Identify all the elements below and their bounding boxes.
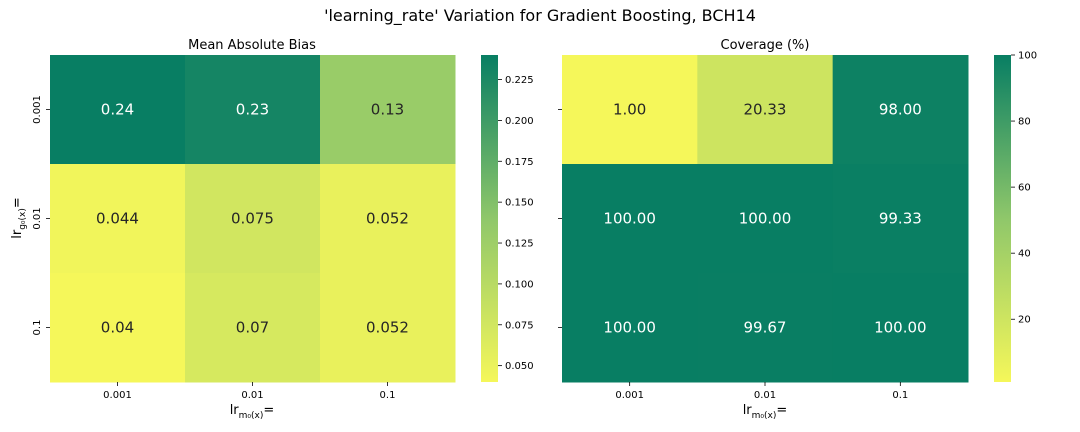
x-tick-label: 0.001 xyxy=(103,390,132,401)
heatmap-cell xyxy=(185,164,321,274)
colorbar-ticks-coverage: 20 40 60 80 100 xyxy=(1011,51,1037,326)
heatmap-cell xyxy=(185,273,321,383)
colorbar-tick-label: 0.175 xyxy=(505,157,534,168)
cell-annotation: 1.00 xyxy=(613,101,646,119)
cell-annotation: 99.33 xyxy=(879,210,922,228)
heatmap-cell xyxy=(562,164,698,274)
y-axis-label-sub: g₀(x) xyxy=(18,208,28,230)
cell-annotation: 100.00 xyxy=(603,319,656,337)
colorbar-coverage xyxy=(994,55,1011,382)
colorbar-tick-label: 0.225 xyxy=(505,75,534,86)
x-axis-label-coverage: lrm₀(x)= xyxy=(743,403,788,421)
cell-annotation: 0.052 xyxy=(366,210,409,228)
x-axis-label-suffix: = xyxy=(263,403,274,418)
y-tick-label: 0.01 xyxy=(32,207,43,229)
cell-annotation: 99.67 xyxy=(744,319,787,337)
y-ticks-coverage xyxy=(558,109,562,328)
heatmap-coverage: Coverage (%) 1.00 20.33 98.00 100.00 100.00 9… xyxy=(558,38,1037,421)
cell-annotation: 0.23 xyxy=(236,101,269,119)
colorbar-tick-label: 40 xyxy=(1018,249,1031,260)
colorbar-tick-label: 0.125 xyxy=(505,239,534,250)
cell-annotation: 0.24 xyxy=(101,101,134,119)
heatmap-mean-absolute-bias: Mean Absolute Bias 0.24 0.23 0.13 0.044 0.07… xyxy=(32,38,534,421)
cell-annotation: 0.075 xyxy=(231,210,274,228)
heatmap-cell xyxy=(697,164,834,274)
heatmap-cell xyxy=(832,273,969,383)
cell-annotation: 0.07 xyxy=(236,319,269,337)
x-axis-label-main: lr xyxy=(743,403,753,418)
cell-annotation: 100.00 xyxy=(874,319,927,337)
heatmap-cell xyxy=(185,55,321,165)
heatmap-cell xyxy=(50,164,186,274)
x-tick-label: 0.001 xyxy=(615,390,644,401)
cell-annotation: 100.00 xyxy=(603,210,656,228)
heatmap-cell xyxy=(697,273,834,383)
heatmap-cells-coverage: 1.00 20.33 98.00 100.00 100.00 99.33 100.00 99.… xyxy=(562,55,969,383)
y-axis-label: lrg₀(x)= xyxy=(10,197,28,239)
colorbar-tick-label: 0.075 xyxy=(505,320,534,331)
panel-title-bias: Mean Absolute Bias xyxy=(188,38,316,53)
heatmap-cell xyxy=(562,55,698,165)
cell-annotation: 20.33 xyxy=(744,101,787,119)
heatmap-cell xyxy=(562,273,698,383)
heatmap-cell xyxy=(320,273,456,383)
y-tick-label: 0.1 xyxy=(32,320,43,336)
colorbar-tick-label: 0.050 xyxy=(505,361,534,372)
heatmap-cell xyxy=(832,55,969,165)
panel-title-coverage: Coverage (%) xyxy=(721,38,810,53)
x-ticks-bias: 0.001 0.01 0.1 xyxy=(103,382,395,401)
x-tick-label: 0.1 xyxy=(892,390,908,401)
cell-annotation: 100.00 xyxy=(739,210,792,228)
x-tick-label: 0.1 xyxy=(380,390,396,401)
heatmap-cell xyxy=(320,164,456,274)
x-tick-label: 0.01 xyxy=(754,390,776,401)
cell-annotation: 0.04 xyxy=(101,319,134,337)
colorbar-tick-label: 20 xyxy=(1018,315,1031,326)
x-axis-label-bias: lrm₀(x)= xyxy=(230,403,275,421)
x-ticks-coverage: 0.001 0.01 0.1 xyxy=(615,382,908,401)
figure-title: 'learning_rate' Variation for Gradient B… xyxy=(324,6,756,26)
heatmap-cell xyxy=(50,273,186,383)
colorbar-tick-label: 80 xyxy=(1018,117,1031,128)
y-tick-label: 0.001 xyxy=(32,95,43,124)
colorbar-tick-label: 0.200 xyxy=(505,116,534,127)
heatmap-cell xyxy=(320,55,456,165)
cell-annotation: 0.052 xyxy=(366,319,409,337)
colorbar-tick-label: 0.100 xyxy=(505,279,534,290)
x-tick-label: 0.01 xyxy=(241,390,263,401)
y-axis-label-main: lr xyxy=(10,229,25,239)
cell-annotation: 0.13 xyxy=(371,101,404,119)
cell-annotation: 98.00 xyxy=(879,101,922,119)
x-axis-label-sub: m₀(x) xyxy=(239,411,264,421)
y-axis-label-suffix: = xyxy=(10,197,25,208)
x-axis-label-main: lr xyxy=(230,403,240,418)
colorbar-tick-label: 0.150 xyxy=(505,198,534,209)
y-ticks-bias: 0.001 0.01 0.1 xyxy=(32,95,50,335)
x-axis-label-suffix: = xyxy=(776,403,787,418)
heatmap-cell xyxy=(50,55,186,165)
colorbar-tick-label: 60 xyxy=(1018,183,1031,194)
x-axis-label-sub: m₀(x) xyxy=(752,411,777,421)
colorbar-ticks-bias: 0.050 0.075 0.100 0.125 0.150 0.175 0.200 0.225 xyxy=(498,75,534,372)
heatmap-cell xyxy=(697,55,834,165)
cell-annotation: 0.044 xyxy=(96,210,139,228)
colorbar-bias xyxy=(481,55,498,382)
heatmap-cell xyxy=(832,164,969,274)
colorbar-tick-label: 100 xyxy=(1018,51,1037,62)
heatmap-cells-bias: 0.24 0.23 0.13 0.044 0.075 0.052 0.04 0.07 0.052 xyxy=(50,55,456,383)
